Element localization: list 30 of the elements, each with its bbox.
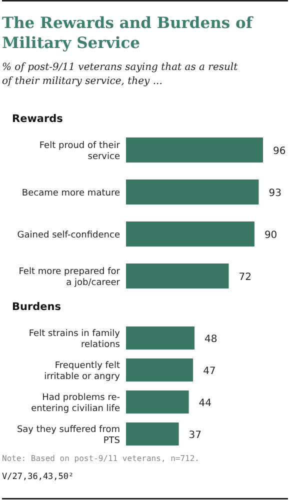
data-label: 37 <box>188 430 202 441</box>
y-tick-label: Say they suffered from PTS <box>16 425 120 446</box>
data-label: 96 <box>273 146 286 157</box>
bar <box>126 358 194 382</box>
text: V/27,36,43,50² <box>2 472 74 482</box>
bar <box>126 326 194 350</box>
legend-title: Rewards <box>12 113 63 125</box>
chart-title: The Rewards and Burdens of Military Service <box>2 13 254 52</box>
bar <box>126 264 229 288</box>
legend-title: Burdens <box>12 301 62 313</box>
y-tick-label: Felt strains in family relations <box>28 329 121 350</box>
y-tick-label: Gained self-confidence <box>17 230 120 240</box>
data-label: 44 <box>198 398 212 409</box>
y-tick-label: Felt proud of their service <box>39 141 120 162</box>
chart-subtitle: % of post-9/11 veterans saying that as a result of their military service, they ... <box>2 62 239 87</box>
bar <box>126 390 189 414</box>
data-label: 93 <box>268 188 282 199</box>
y-tick-label: Frequently felt irritable or angry <box>44 361 121 382</box>
y-tick-label: Felt more prepared for a job/career <box>18 267 120 288</box>
data-label: 90 <box>264 230 278 241</box>
y-tick-label: Had problems re-entering civilian life <box>31 393 120 414</box>
bar <box>126 138 263 162</box>
bar <box>126 422 179 446</box>
bar <box>126 222 254 246</box>
data-label: 47 <box>203 366 216 377</box>
y-tick-label: Became more mature <box>22 188 120 198</box>
text: Note: Based on post-9/11 veterans, n=712. <box>2 454 200 463</box>
bar <box>126 180 259 204</box>
data-label: 72 <box>238 272 252 283</box>
data-label: 48 <box>204 334 218 345</box>
